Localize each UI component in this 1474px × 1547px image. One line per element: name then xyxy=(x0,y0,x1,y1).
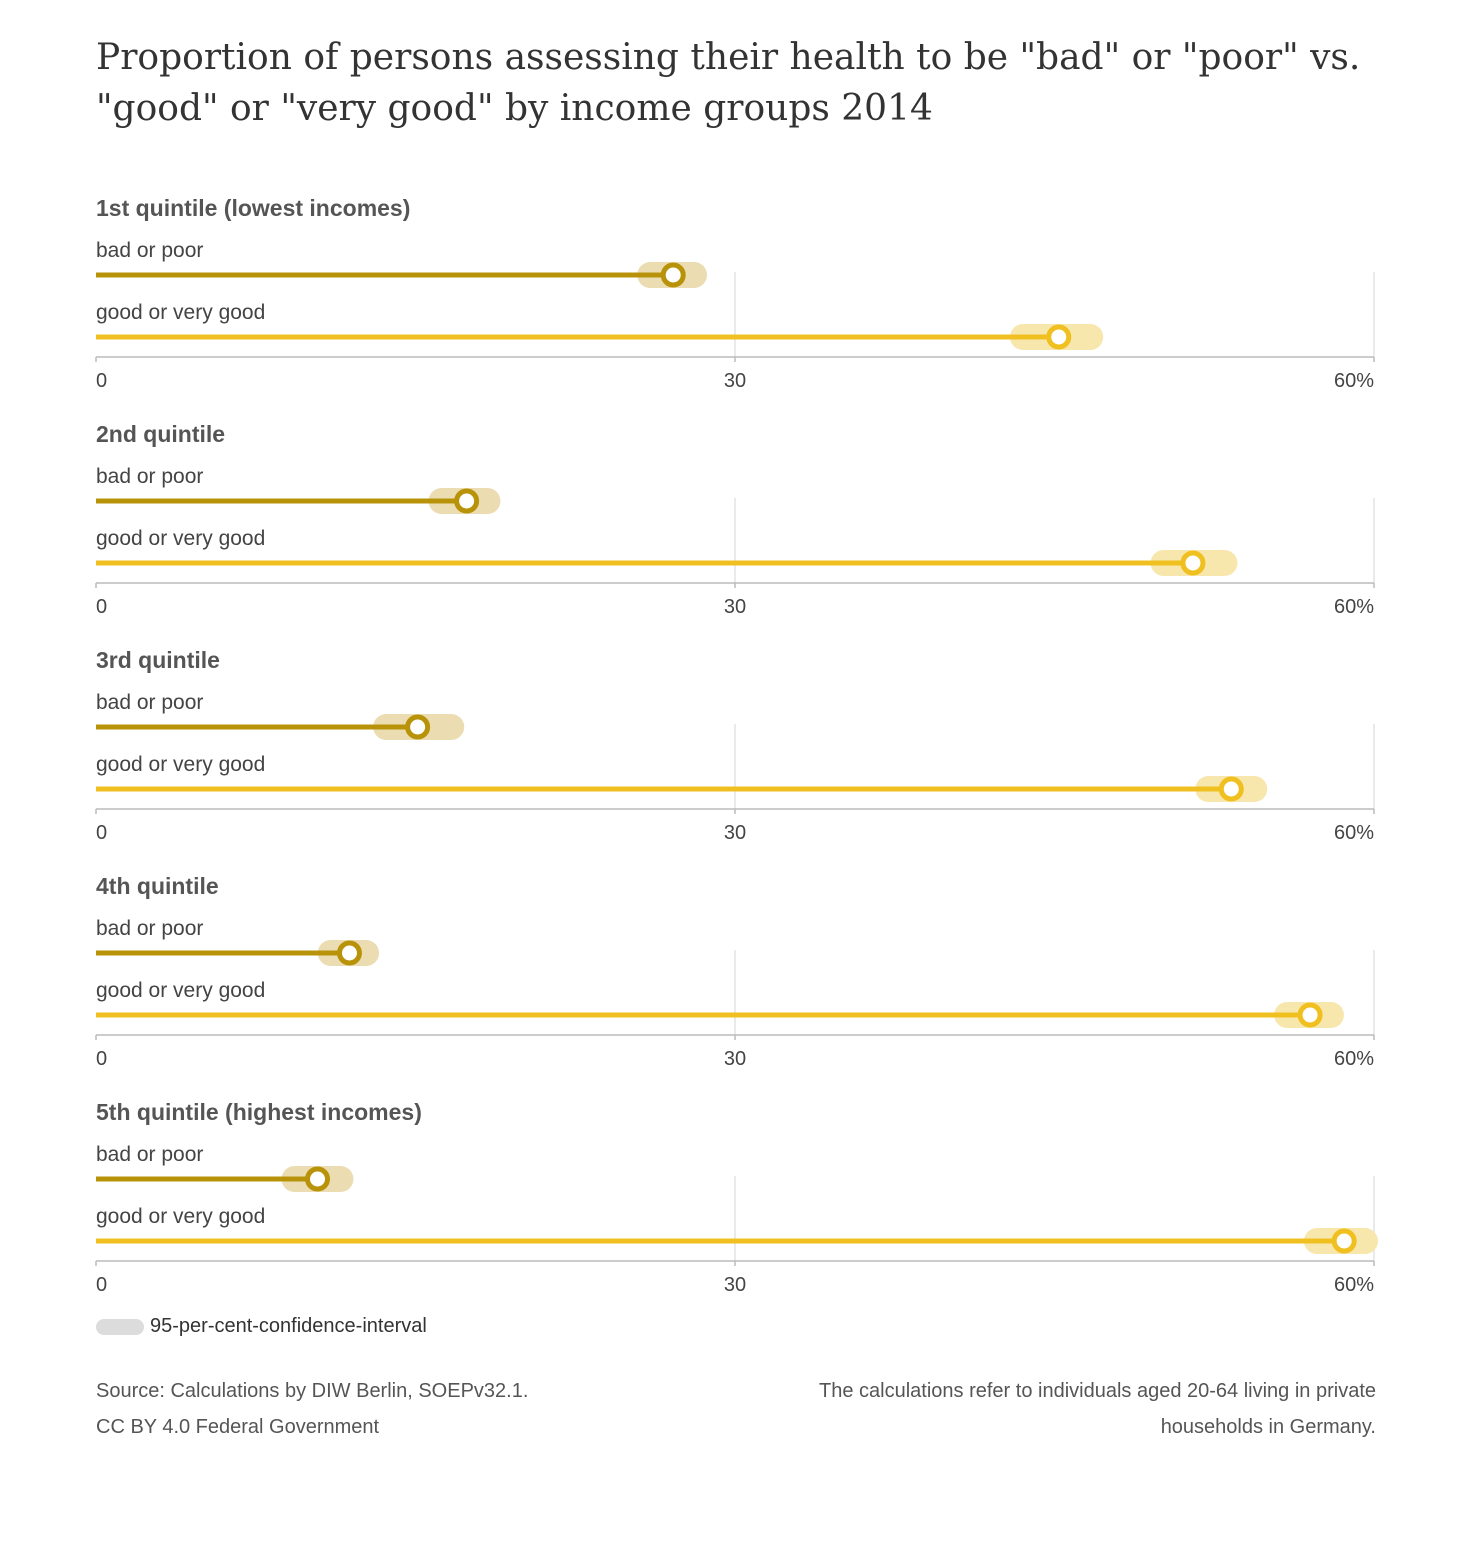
series-label-bad: bad or poor xyxy=(96,691,203,714)
x-tick-label: 60% xyxy=(1334,596,1374,618)
series-label-bad: bad or poor xyxy=(96,465,203,488)
group-label: 3rd quintile xyxy=(96,647,220,673)
x-tick-label: 30 xyxy=(724,1274,746,1296)
series-label-good: good or very good xyxy=(96,527,265,550)
series-label-good: good or very good xyxy=(96,979,265,1002)
footer-source-block: Source: Calculations by DIW Berlin, SOEP… xyxy=(96,1373,528,1445)
x-tick-label: 30 xyxy=(724,370,746,392)
value-dot xyxy=(405,714,431,740)
x-tick-label: 0 xyxy=(96,1274,107,1296)
x-tick-label: 0 xyxy=(96,1048,107,1070)
value-dot xyxy=(1180,550,1206,576)
x-tick-label: 0 xyxy=(96,822,107,844)
series-label-good: good or very good xyxy=(96,1205,265,1228)
value-dot xyxy=(336,940,362,966)
value-dot xyxy=(1046,324,1072,350)
legend-swatch xyxy=(96,1318,144,1335)
x-tick-label: 60% xyxy=(1334,1048,1374,1070)
series-label-bad: bad or poor xyxy=(96,917,203,940)
license-text: CC BY 4.0 Federal Government xyxy=(96,1416,380,1438)
series-label-bad: bad or poor xyxy=(96,239,203,262)
group-label: 2nd quintile xyxy=(96,421,225,447)
series-label-good: good or very good xyxy=(96,301,265,324)
value-dot xyxy=(660,262,686,288)
x-tick-label: 0 xyxy=(96,596,107,618)
x-tick-label: 60% xyxy=(1334,370,1374,392)
x-tick-label: 30 xyxy=(724,822,746,844)
legend-label: 95-per-cent-confidence-interval xyxy=(150,1315,427,1337)
x-tick-label: 30 xyxy=(724,596,746,618)
x-tick-label: 60% xyxy=(1334,1274,1374,1296)
footer-note: The calculations refer to individuals ag… xyxy=(819,1380,1376,1438)
group-label: 4th quintile xyxy=(96,873,219,899)
series-label-good: good or very good xyxy=(96,753,265,776)
value-dot xyxy=(1218,776,1244,802)
value-dot xyxy=(454,488,480,514)
chart-title: Proportion of persons assessing their he… xyxy=(96,37,1361,129)
legend: 95-per-cent-confidence-interval xyxy=(96,1315,427,1338)
value-dot xyxy=(1331,1228,1357,1254)
x-tick-label: 30 xyxy=(724,1048,746,1070)
series-label-bad: bad or poor xyxy=(96,1143,203,1166)
dot-chart: 1st quintile (lowest incomes) bad or poor… xyxy=(95,195,1378,1296)
value-dot xyxy=(305,1166,331,1192)
value-dot xyxy=(1297,1002,1323,1028)
group-label: 1st quintile (lowest incomes) xyxy=(96,195,410,221)
source-text: Source: Calculations by DIW Berlin, SOEP… xyxy=(96,1380,529,1402)
group-label: 5th quintile (highest incomes) xyxy=(96,1099,422,1125)
x-tick-label: 0 xyxy=(96,370,107,392)
x-tick-label: 60% xyxy=(1334,822,1374,844)
